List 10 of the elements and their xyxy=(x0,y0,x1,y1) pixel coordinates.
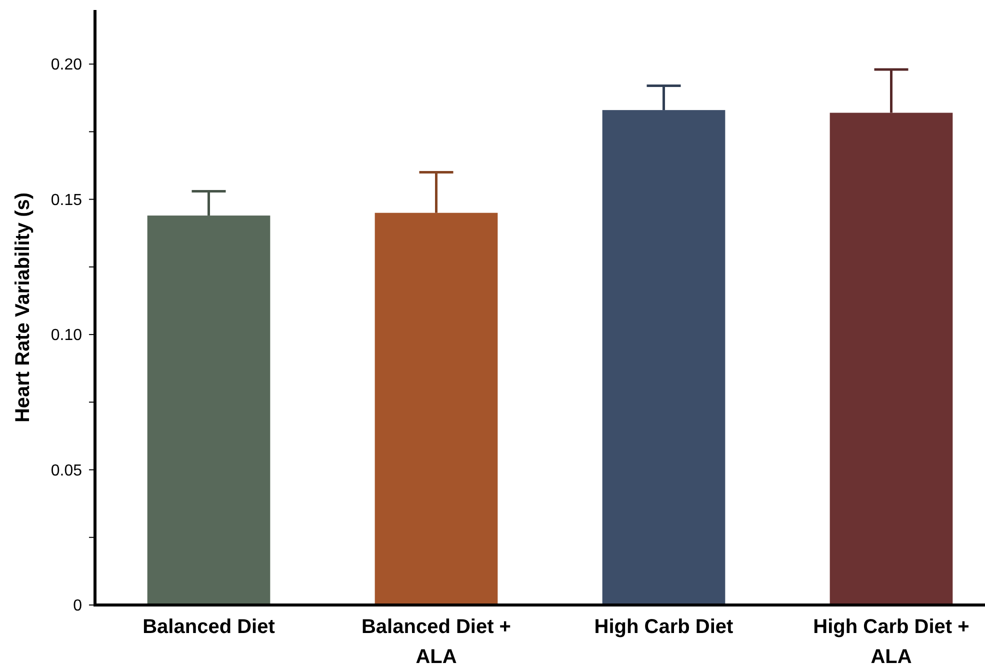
x-tick-label: Balanced Diet + ALA xyxy=(361,616,512,664)
y-tick-label: 0 xyxy=(73,598,82,615)
y-tick-label: 0.15 xyxy=(50,192,82,209)
x-tick-label: High Carb Diet + ALA xyxy=(813,616,970,664)
y-tick-label: 0.20 xyxy=(50,56,82,74)
y-tick-label: 0.10 xyxy=(50,327,82,344)
y-axis-title: Heart Rate Variability (s) xyxy=(12,192,34,423)
x-tick-label: High Carb Diet xyxy=(594,616,734,638)
x-tick-label: Balanced Diet xyxy=(142,616,276,638)
y-tick-label: 0.05 xyxy=(50,462,82,480)
